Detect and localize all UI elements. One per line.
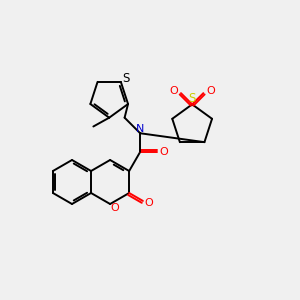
Text: O: O bbox=[206, 86, 215, 96]
Text: N: N bbox=[136, 124, 144, 134]
Text: O: O bbox=[145, 198, 153, 208]
Text: O: O bbox=[169, 86, 178, 96]
Text: S: S bbox=[188, 92, 196, 105]
Text: O: O bbox=[159, 147, 168, 157]
Text: O: O bbox=[111, 203, 119, 213]
Text: S: S bbox=[122, 72, 130, 86]
